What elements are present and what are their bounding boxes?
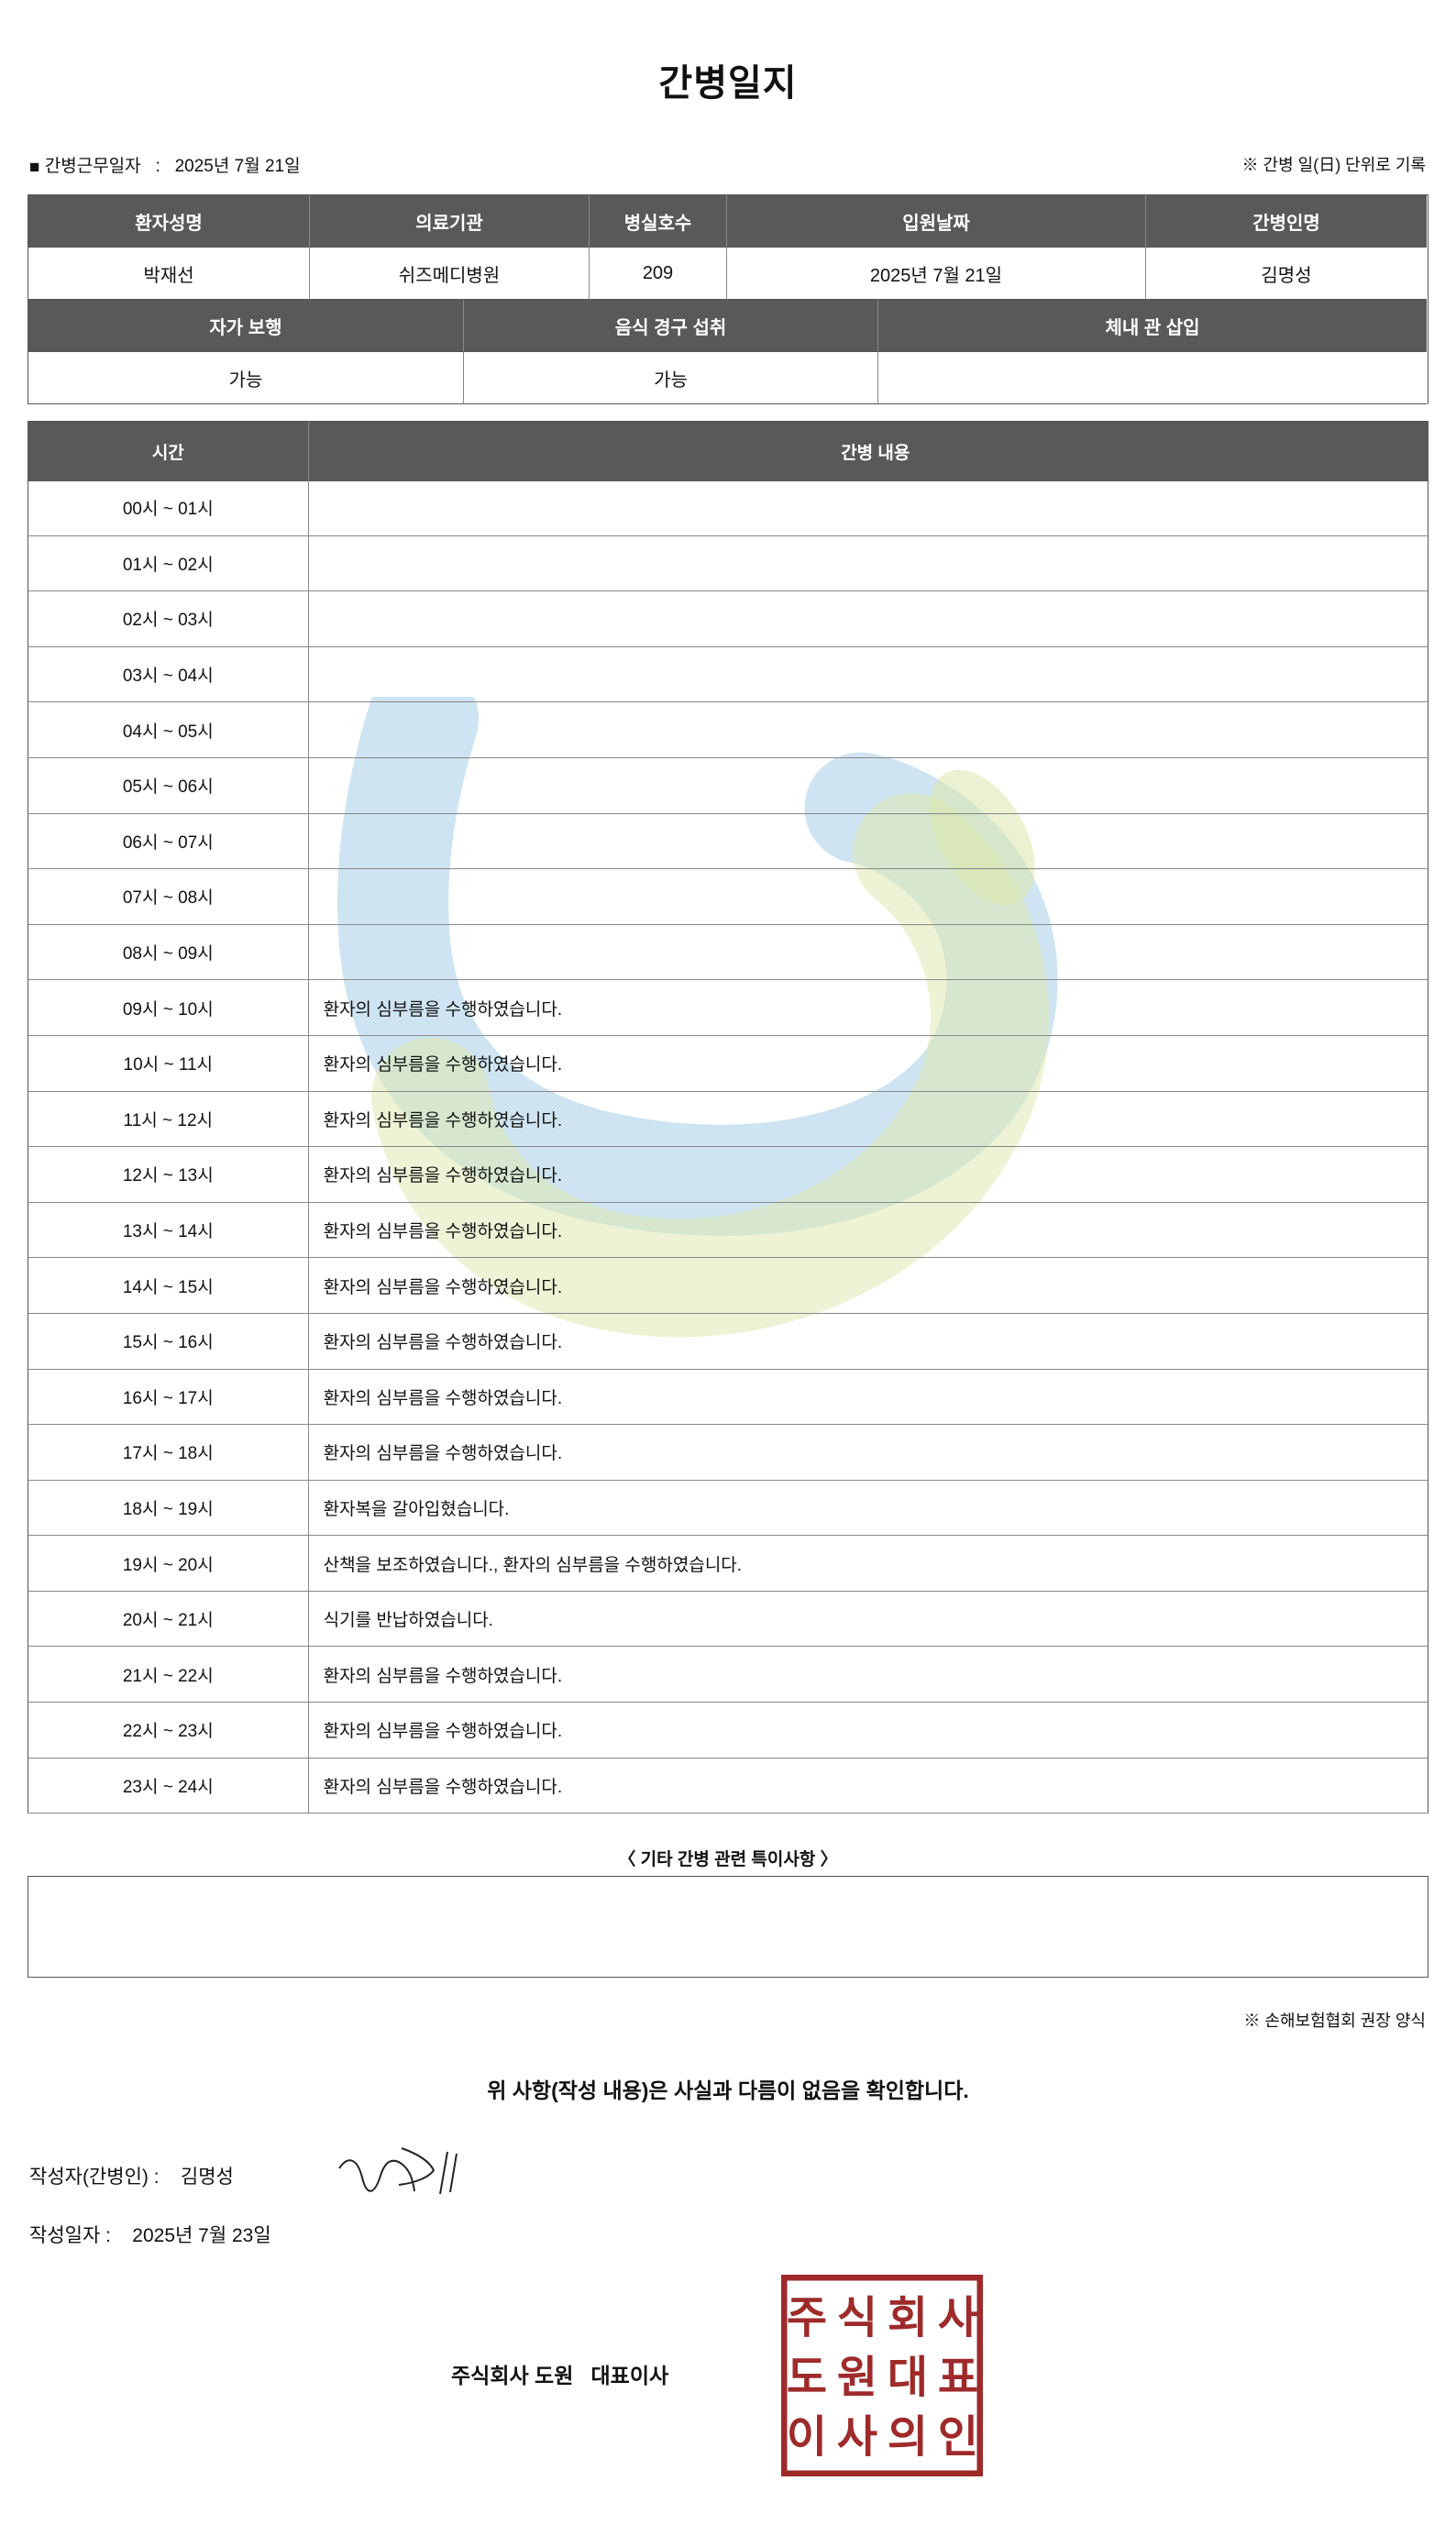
svg-text:의: 의: [888, 2413, 928, 2462]
svg-text:원: 원: [837, 2354, 877, 2402]
svg-text:도: 도: [787, 2354, 827, 2402]
svg-text:인: 인: [938, 2413, 978, 2462]
svg-text:식: 식: [837, 2294, 877, 2343]
svg-text:사: 사: [938, 2294, 978, 2343]
svg-text:대: 대: [888, 2354, 928, 2402]
svg-text:주: 주: [787, 2294, 827, 2343]
svg-text:회: 회: [888, 2294, 928, 2343]
svg-text:표: 표: [938, 2354, 978, 2402]
svg-text:사: 사: [837, 2413, 877, 2462]
svg-text:이: 이: [787, 2413, 827, 2462]
